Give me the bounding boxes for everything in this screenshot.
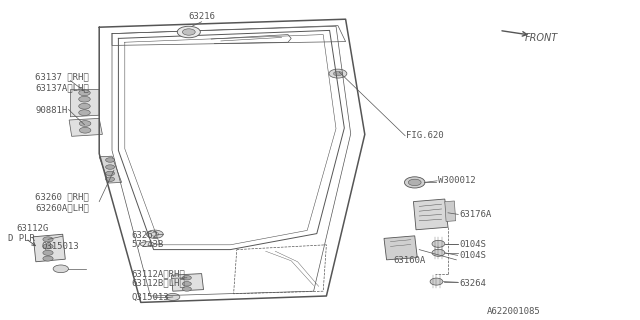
Circle shape: [79, 96, 90, 102]
Polygon shape: [69, 118, 102, 136]
Text: 63264: 63264: [460, 279, 486, 288]
Circle shape: [79, 103, 90, 109]
Circle shape: [166, 293, 180, 300]
Text: 63260 〈RH〉: 63260 〈RH〉: [35, 192, 89, 201]
Circle shape: [79, 90, 90, 96]
Text: 63216: 63216: [188, 12, 215, 21]
Text: 63260A〈LH〉: 63260A〈LH〉: [35, 204, 89, 212]
Circle shape: [182, 282, 191, 286]
Circle shape: [43, 250, 53, 255]
Circle shape: [408, 179, 421, 186]
Text: Q315013: Q315013: [42, 242, 79, 251]
Text: 63112G: 63112G: [16, 224, 48, 233]
Text: Q315013: Q315013: [131, 292, 169, 301]
Ellipse shape: [430, 278, 443, 285]
Circle shape: [106, 165, 115, 169]
Polygon shape: [70, 90, 99, 117]
Circle shape: [79, 110, 90, 116]
Text: 63262: 63262: [131, 231, 158, 240]
Text: A622001085: A622001085: [486, 308, 540, 316]
Ellipse shape: [404, 177, 425, 188]
Text: 63160A: 63160A: [394, 256, 426, 265]
Polygon shape: [33, 234, 65, 262]
Text: 90881H: 90881H: [35, 106, 67, 115]
Polygon shape: [413, 199, 448, 230]
Text: D PLR: D PLR: [8, 234, 35, 243]
Circle shape: [79, 127, 91, 133]
Ellipse shape: [432, 249, 445, 256]
Polygon shape: [99, 156, 122, 183]
Circle shape: [177, 26, 200, 38]
Circle shape: [106, 158, 115, 162]
Circle shape: [106, 171, 115, 176]
Polygon shape: [172, 274, 204, 291]
Text: W300012: W300012: [438, 176, 476, 185]
Text: FRONT: FRONT: [525, 33, 558, 44]
Circle shape: [106, 177, 115, 181]
Circle shape: [182, 276, 191, 280]
Ellipse shape: [140, 242, 154, 246]
Circle shape: [43, 237, 53, 242]
Circle shape: [182, 287, 191, 291]
Text: 63112A〈RH〉: 63112A〈RH〉: [131, 269, 185, 278]
Ellipse shape: [432, 240, 445, 247]
Polygon shape: [384, 236, 417, 260]
Circle shape: [333, 71, 342, 76]
Polygon shape: [445, 201, 456, 221]
Circle shape: [147, 230, 163, 238]
Circle shape: [43, 244, 53, 249]
Text: 63137A〈LH〉: 63137A〈LH〉: [35, 84, 89, 92]
Text: 63137 〈RH〉: 63137 〈RH〉: [35, 72, 89, 81]
Circle shape: [182, 29, 195, 35]
Text: 0104S: 0104S: [460, 252, 486, 260]
Circle shape: [43, 256, 53, 261]
Circle shape: [53, 265, 68, 273]
Text: 0104S: 0104S: [460, 240, 486, 249]
Text: FIG.620: FIG.620: [406, 132, 444, 140]
Text: 63176A: 63176A: [460, 210, 492, 219]
Circle shape: [329, 69, 347, 78]
Text: 57243B: 57243B: [131, 240, 163, 249]
Circle shape: [79, 121, 91, 126]
Text: 63112B〈LH〉: 63112B〈LH〉: [131, 279, 185, 288]
